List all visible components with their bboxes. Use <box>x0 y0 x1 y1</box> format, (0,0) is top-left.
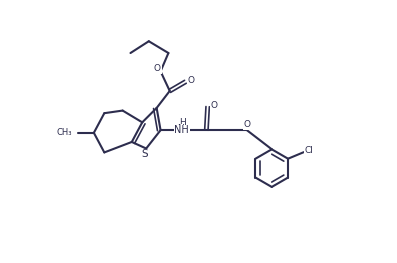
Text: S: S <box>142 149 148 159</box>
Text: O: O <box>244 120 251 129</box>
Text: O: O <box>188 76 195 85</box>
Text: N: N <box>177 124 184 133</box>
Text: O: O <box>154 64 161 73</box>
Text: H: H <box>179 118 186 127</box>
Text: O: O <box>210 101 218 110</box>
Text: NH: NH <box>174 125 189 135</box>
Text: Cl: Cl <box>304 146 313 155</box>
Text: CH₃: CH₃ <box>57 128 72 137</box>
